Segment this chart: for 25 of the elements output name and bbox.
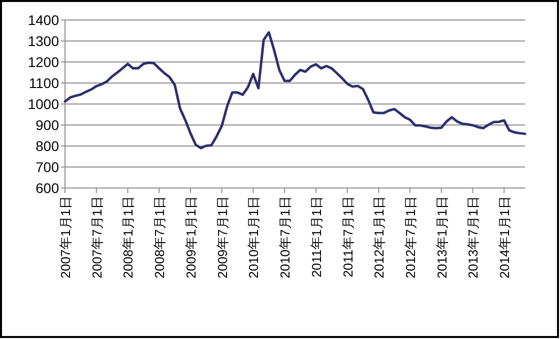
x-tick-label: 2011年7月1日 [340,196,356,278]
x-tick-label: 2014年1月1日 [497,196,512,278]
y-tick-label: 1200 [28,54,60,70]
x-tick-label: 2008年1月1日 [120,196,136,278]
y-tick-label: 1400 [28,12,60,28]
x-tick-label: 2007年1月1日 [58,196,73,278]
y-tick-label: 1000 [28,96,60,112]
x-tick-label: 2011年1月1日 [308,196,324,278]
y-tick-label: 1300 [28,33,60,49]
x-tick-label: 2013年7月1日 [466,196,481,278]
x-tick-label: 2010年1月1日 [246,196,262,278]
x-tick-label: 2013年1月1日 [434,196,450,278]
x-tick-label: 2010年7月1日 [278,196,293,278]
x-tick-label: 2007年7月1日 [89,196,104,278]
x-tick-label: 2009年7月1日 [214,196,230,278]
y-tick-label: 1100 [28,75,60,91]
y-tick-label: 700 [36,159,60,175]
y-tick-label: 800 [36,138,60,154]
x-tick-label: 2012年7月1日 [403,196,418,278]
y-tick-label: 900 [36,117,60,133]
y-tick-label: 600 [36,180,60,196]
line-series [64,31,526,150]
x-tick-label: 2008年7月1日 [152,196,168,278]
x-tick-label: 2012年1月1日 [372,196,387,278]
x-tick-label: 2009年1月1日 [183,196,198,278]
